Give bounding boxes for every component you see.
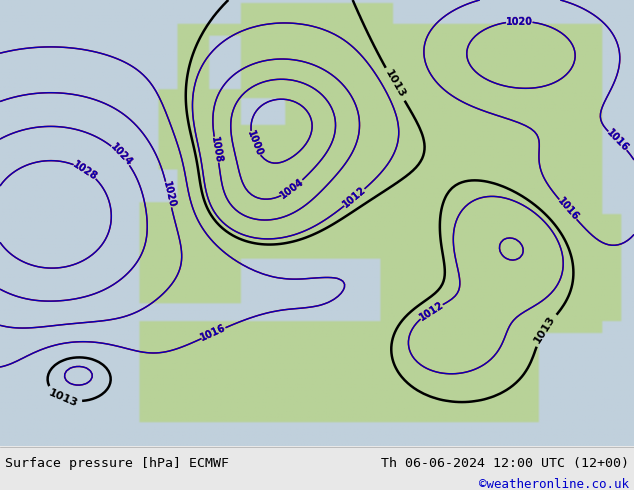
Text: 1024: 1024 — [108, 142, 134, 169]
Text: 1000: 1000 — [245, 129, 264, 158]
Text: 1016: 1016 — [555, 196, 581, 223]
Text: ©weatheronline.co.uk: ©weatheronline.co.uk — [479, 478, 629, 490]
Text: 1008: 1008 — [209, 135, 224, 164]
Text: 1000: 1000 — [245, 129, 264, 158]
Text: 1016: 1016 — [555, 196, 581, 223]
Text: 1012: 1012 — [341, 185, 368, 210]
Text: 1028: 1028 — [72, 159, 100, 182]
Text: 1013: 1013 — [48, 388, 80, 409]
Text: 1013: 1013 — [383, 69, 407, 100]
Text: 1004: 1004 — [278, 176, 306, 200]
Text: Surface pressure [hPa] ECMWF: Surface pressure [hPa] ECMWF — [5, 457, 229, 470]
Text: 1028: 1028 — [72, 159, 100, 182]
Text: 1013: 1013 — [533, 314, 557, 345]
Text: 1004: 1004 — [278, 176, 306, 200]
Text: 1012: 1012 — [341, 185, 368, 210]
Text: 1020: 1020 — [506, 16, 533, 26]
Text: 1016: 1016 — [199, 323, 228, 343]
Text: 1008: 1008 — [209, 135, 224, 164]
Text: 1020: 1020 — [160, 180, 176, 209]
Text: 1016: 1016 — [605, 127, 631, 154]
Text: 1020: 1020 — [506, 16, 533, 26]
Text: 1012: 1012 — [417, 300, 445, 323]
Text: 1016: 1016 — [605, 127, 631, 154]
Text: 1024: 1024 — [108, 142, 134, 169]
Text: 1016: 1016 — [199, 323, 228, 343]
Text: 1020: 1020 — [160, 180, 176, 209]
Text: 1012: 1012 — [417, 300, 445, 323]
Text: Th 06-06-2024 12:00 UTC (12+00): Th 06-06-2024 12:00 UTC (12+00) — [381, 457, 629, 470]
